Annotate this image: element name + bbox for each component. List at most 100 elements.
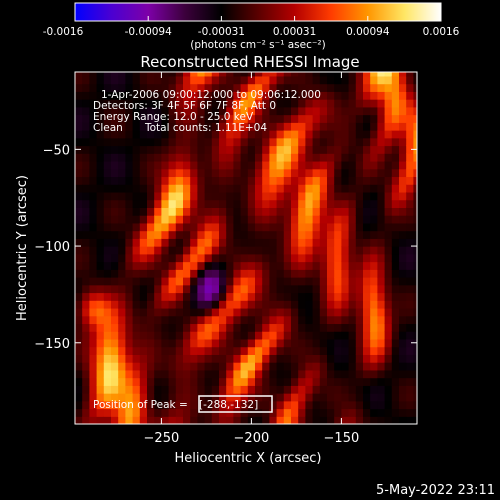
heatmap-cell [377,284,386,294]
heatmap-cell [355,346,364,355]
heatmap-cell [291,253,299,263]
heatmap-cell [219,137,227,147]
heatmap-cell [103,284,112,294]
heatmap-cell [283,377,292,386]
heatmap-cell [96,315,105,325]
heatmap-cell [89,246,98,255]
heatmap-cell [75,83,83,92]
heatmap-cell [190,72,198,77]
heatmap-cell [247,99,256,108]
heatmap-cell [111,362,119,371]
heatmap-cell [82,99,90,108]
heatmap-cell [406,199,414,208]
heatmap-cell [276,75,285,85]
heatmap-cell [305,300,314,309]
heatmap-cell [111,106,119,116]
annotation-peak-label: Position of Peak = [93,399,188,411]
heatmap-cell [118,369,126,379]
heatmap-cell [355,354,364,363]
heatmap-cell [363,393,371,402]
heatmap-cell [240,215,249,224]
heatmap-cell [348,184,357,193]
heatmap-cell [211,75,220,85]
heatmap-cell [283,72,292,77]
heatmap-cell [269,215,278,224]
heatmap-cell [89,323,98,332]
heatmap-cell [118,83,126,92]
heatmap-cell [348,300,357,309]
heatmap-cell [147,246,155,255]
heatmap-cell [82,184,90,193]
heatmap-cell [269,416,278,424]
heatmap-cell [291,261,299,270]
heatmap-cell [377,277,386,286]
heatmap-cell [341,416,350,424]
heatmap-cell [269,369,278,379]
heatmap-cell [89,307,98,317]
heatmap-cell [334,122,342,131]
heatmap-cell [334,362,342,371]
heatmap-cell [370,284,378,294]
heatmap-cell [161,215,170,224]
heatmap-cell [139,99,148,108]
heatmap-cell [111,354,119,363]
heatmap-cell [370,408,378,417]
heatmap-cell [139,331,148,340]
heatmap-cell [183,222,191,232]
heatmap-cell [82,230,90,239]
heatmap-cell [298,72,306,77]
heatmap-cell [327,408,335,417]
heatmap-cell [161,323,170,332]
heatmap-cell [183,114,191,123]
heatmap-cell [197,72,206,77]
heatmap-cell [233,323,242,332]
heatmap-cell [161,362,170,371]
heatmap-cell [240,323,249,332]
heatmap-cell [190,400,198,410]
heatmap-cell [298,91,306,100]
heatmap-cell [219,75,227,85]
heatmap-cell [377,369,386,379]
heatmap-cell [269,106,278,116]
heatmap-cell [269,153,278,162]
heatmap-cell [355,137,364,147]
heatmap-cell [312,199,321,208]
heatmap-cell [406,393,414,402]
heatmap-cell [139,145,148,154]
heatmap-cell [406,300,414,309]
heatmap-cell [168,338,177,348]
heatmap-cell [247,284,256,294]
heatmap-cell [197,75,206,85]
heatmap-cell [139,377,148,386]
heatmap-cell [291,207,299,216]
heatmap-cell [327,75,335,85]
heatmap-cell [190,269,198,278]
heatmap-cell [399,72,407,77]
heatmap-cell [377,99,386,108]
heatmap-cell [406,385,414,394]
heatmap-cell [204,393,213,402]
heatmap-cell [96,222,105,232]
colorbar-tick-label: 0.0016 [423,26,460,38]
heatmap-cell [348,323,357,332]
heatmap-cell [348,269,357,278]
heatmap-cell [75,354,83,363]
heatmap-cell [197,114,206,123]
heatmap-cell [391,122,400,131]
heatmap-cell [103,246,112,255]
heatmap-cell [103,408,112,417]
heatmap-cell [391,153,400,162]
heatmap-cell [125,75,134,85]
heatmap-cell [96,153,105,162]
heatmap-cell [298,354,306,363]
heatmap-cell [341,72,350,77]
heatmap-cell [175,346,184,355]
heatmap-cell [175,338,184,348]
heatmap-cell [154,106,162,116]
heatmap-cell [269,292,278,301]
heatmap-cell [226,160,234,170]
heatmap-cell [348,191,357,201]
heatmap-cell [399,99,407,108]
heatmap-cell [327,362,335,371]
heatmap-cell [226,346,234,355]
